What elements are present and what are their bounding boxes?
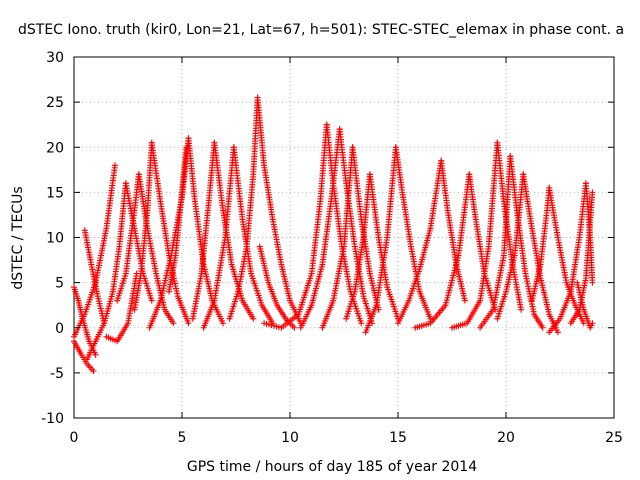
y-tick-label: 5 bbox=[55, 276, 64, 292]
x-tick-label: 25 bbox=[605, 430, 623, 446]
x-tick-label: 15 bbox=[389, 430, 407, 446]
data-series bbox=[574, 279, 596, 331]
y-tick-label: 0 bbox=[55, 321, 64, 337]
chart-title: dSTEC Iono. truth (kir0, Lon=21, Lat=67,… bbox=[18, 22, 624, 38]
data-series bbox=[412, 171, 473, 331]
data-markers bbox=[71, 94, 596, 375]
x-tick-label: 20 bbox=[497, 430, 515, 446]
data-series bbox=[494, 139, 525, 313]
data-series bbox=[319, 144, 356, 331]
data-series bbox=[254, 94, 304, 327]
data-series bbox=[226, 94, 261, 322]
y-tick-label: 20 bbox=[46, 140, 64, 156]
data-series bbox=[366, 171, 401, 322]
data-series bbox=[81, 227, 108, 327]
data-series bbox=[166, 144, 190, 295]
data-point bbox=[148, 297, 155, 304]
y-tick-label: 15 bbox=[46, 185, 64, 201]
data-point bbox=[589, 279, 596, 286]
data-point bbox=[220, 320, 227, 327]
x-axis-label: GPS time / hours of day 185 of year 2014 bbox=[187, 459, 477, 475]
x-tick-label: 0 bbox=[70, 430, 79, 446]
data-series bbox=[185, 135, 227, 327]
data-point bbox=[589, 320, 596, 327]
data-series bbox=[392, 144, 434, 322]
data-series bbox=[494, 171, 527, 322]
data-series bbox=[520, 171, 561, 336]
y-tick-label: 10 bbox=[46, 231, 64, 247]
data-point bbox=[291, 324, 298, 331]
data-series bbox=[83, 180, 129, 363]
data-series bbox=[200, 144, 237, 331]
data-point bbox=[518, 306, 525, 313]
data-point bbox=[554, 329, 561, 336]
data-series bbox=[189, 139, 218, 322]
x-tick-label: 5 bbox=[178, 430, 187, 446]
y-axis: -10 -5 0 5 10 15 20 25 30 bbox=[41, 50, 614, 427]
x-tick-label: 10 bbox=[281, 430, 299, 446]
data-series bbox=[261, 121, 330, 331]
y-tick-label: -10 bbox=[41, 411, 64, 427]
data-point bbox=[170, 320, 177, 327]
data-point bbox=[589, 189, 596, 196]
grid-lines bbox=[74, 57, 614, 418]
data-series bbox=[507, 153, 546, 331]
data-series bbox=[256, 243, 298, 331]
data-point bbox=[185, 320, 192, 327]
data-series bbox=[395, 157, 445, 327]
data-series bbox=[114, 171, 142, 304]
data-series bbox=[71, 162, 119, 340]
data-point bbox=[90, 368, 97, 375]
data-series bbox=[131, 139, 155, 313]
data-series bbox=[297, 126, 343, 331]
data-point bbox=[358, 320, 365, 327]
y-tick-label: -5 bbox=[50, 366, 64, 382]
data-point bbox=[92, 351, 99, 358]
data-point bbox=[183, 144, 190, 151]
x-axis: 0 5 10 15 20 25 bbox=[70, 57, 623, 446]
data-series bbox=[71, 338, 97, 375]
data-point bbox=[461, 297, 468, 304]
y-tick-label: 25 bbox=[46, 95, 64, 111]
y-tick-label: 30 bbox=[46, 50, 64, 66]
y-axis-label: dSTEC / TECUs bbox=[10, 186, 26, 289]
data-point bbox=[539, 324, 546, 331]
data-series bbox=[438, 157, 468, 304]
data-point bbox=[112, 162, 119, 169]
data-series bbox=[528, 184, 553, 304]
data-point bbox=[250, 315, 257, 322]
